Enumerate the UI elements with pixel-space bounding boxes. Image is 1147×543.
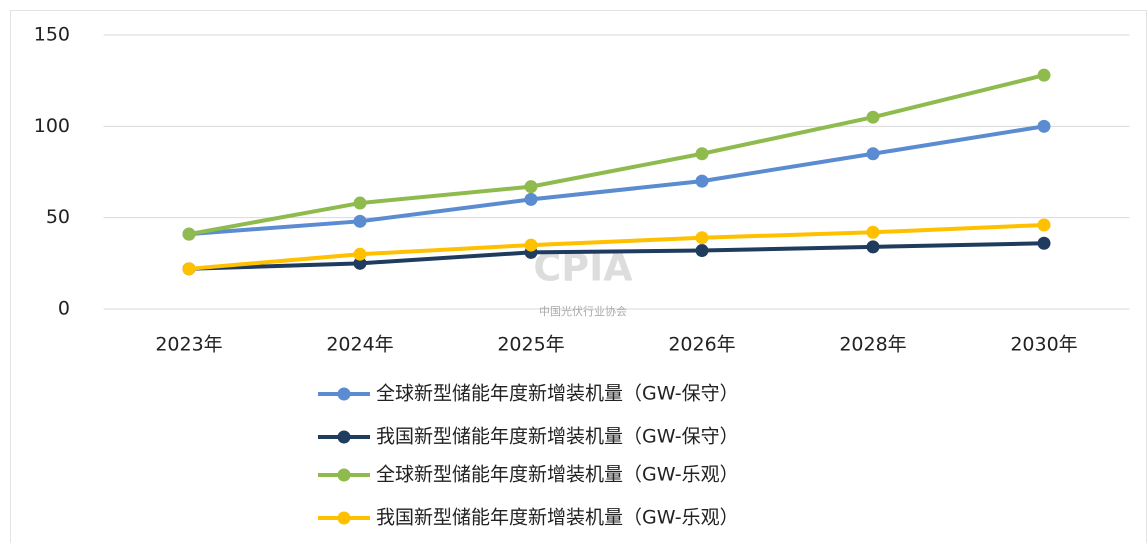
x-tick-label: 2025年	[497, 334, 564, 356]
data-point	[695, 244, 709, 258]
data-point	[182, 227, 196, 241]
data-point	[1037, 68, 1051, 82]
data-point	[182, 262, 196, 276]
data-point	[1037, 119, 1051, 133]
y-tick-label: 50	[46, 206, 70, 228]
data-point	[1037, 218, 1051, 232]
series-line	[188, 73, 1045, 237]
series-line	[188, 222, 1045, 271]
data-point	[353, 196, 367, 210]
series-line	[188, 124, 1045, 237]
legend-label: 我国新型储能年度新增装机量（GW-乐观）	[376, 507, 739, 529]
data-point	[866, 147, 880, 161]
x-tick-label: 2028年	[839, 334, 906, 356]
data-point	[866, 110, 880, 124]
x-tick-label: 2024年	[326, 334, 393, 356]
series-line	[188, 241, 1045, 271]
y-tick-label: 100	[34, 115, 70, 137]
data-point	[524, 238, 538, 252]
data-point	[524, 180, 538, 194]
legend-swatch	[337, 430, 351, 444]
legend-label: 全球新型储能年度新增装机量（GW-乐观）	[376, 464, 739, 486]
legend-label: 我国新型储能年度新增装机量（GW-保守）	[376, 426, 739, 448]
x-tick-label: 2023年	[155, 334, 222, 356]
data-point	[695, 147, 709, 161]
watermark: 中国光伏行业协会	[539, 304, 627, 318]
data-point	[866, 225, 880, 239]
data-point	[353, 256, 367, 270]
data-point	[353, 247, 367, 261]
data-point	[1037, 236, 1051, 250]
legend-swatch	[337, 511, 351, 525]
data-point	[695, 174, 709, 188]
x-tick-label: 2026年	[668, 334, 735, 356]
legend-label: 全球新型储能年度新增装机量（GW-保守）	[376, 383, 739, 405]
y-tick-label: 150	[34, 24, 70, 46]
y-tick-label: 0	[58, 298, 70, 320]
data-point	[866, 240, 880, 254]
data-point	[695, 231, 709, 245]
legend-swatch	[337, 468, 351, 482]
legend-swatch	[337, 387, 351, 401]
x-tick-label: 2030年	[1010, 334, 1077, 356]
data-point	[353, 214, 367, 228]
data-point	[524, 192, 538, 206]
